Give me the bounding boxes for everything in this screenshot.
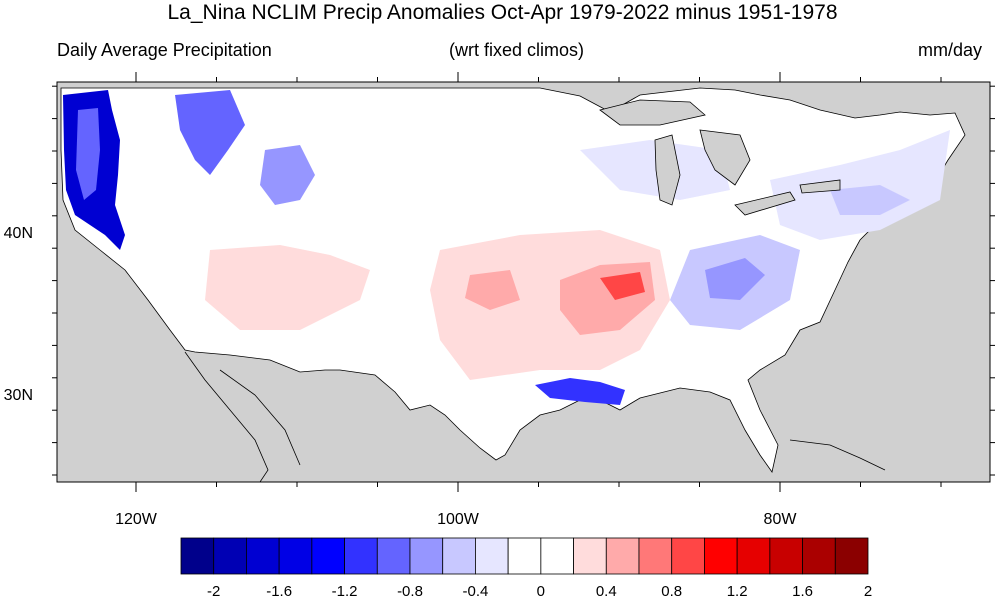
units-label: mm/day — [918, 40, 983, 60]
colorbar-box — [278, 537, 313, 575]
colorbar-box — [704, 537, 738, 575]
colorbar-box — [311, 537, 345, 575]
n-rockies-anomaly — [175, 90, 245, 175]
baja-outline — [184, 351, 301, 482]
lake-huron — [699, 129, 751, 186]
colorbar-box — [802, 537, 836, 575]
gulf-coast-anomaly — [535, 378, 625, 405]
colorbar-label: -1.6 — [266, 583, 292, 597]
colorbar-box — [180, 537, 215, 575]
lake-michigan — [654, 134, 681, 206]
colorbar-label: 2 — [864, 583, 872, 597]
colorbar-box — [344, 537, 378, 575]
lake-superior — [599, 99, 706, 126]
colorbar-box — [605, 537, 640, 575]
colorbar-label: -1.2 — [332, 583, 358, 597]
colorbar-box — [736, 537, 771, 575]
lon-tick-label: 80W — [764, 511, 798, 528]
colorbar-box — [671, 537, 705, 575]
colorbar-box — [213, 537, 247, 575]
lon-tick-label: 120W — [115, 511, 158, 528]
northeast-core — [830, 185, 910, 215]
colorbar-label: -0.8 — [397, 583, 423, 597]
colorbar-box — [769, 537, 803, 575]
colorbar-box — [376, 537, 411, 575]
colorbar-box — [834, 537, 869, 575]
colorbar-label: 0.4 — [596, 583, 617, 597]
map-ticks: 120W 100W 80W 40N 30N — [4, 72, 995, 528]
colorbar-box — [573, 537, 607, 575]
lake-ontario — [799, 179, 841, 194]
left-subtitle: Daily Average Precipitation — [57, 40, 272, 60]
colorbar-box — [409, 537, 444, 575]
wy-anomaly — [260, 145, 315, 205]
center-subtitle: (wrt fixed climos) — [449, 40, 585, 60]
colorbar-box — [442, 537, 476, 575]
map-frame — [56, 81, 991, 483]
northeast-anomaly — [770, 130, 950, 240]
tx-ok-anomaly — [465, 270, 520, 310]
colorbar-label: 0.8 — [661, 583, 682, 597]
colorbar-box — [246, 537, 280, 575]
colorbar-label: 1.6 — [792, 583, 813, 597]
colorbar-label: -2 — [207, 583, 220, 597]
colorbar-box — [540, 537, 574, 575]
lon-tick-label: 100W — [437, 511, 480, 528]
ozarks-core — [600, 272, 645, 300]
colorbar-box — [638, 537, 673, 575]
lake-erie — [734, 191, 796, 216]
ohio-valley-core — [705, 258, 765, 300]
lat-tick-label: 30N — [4, 387, 33, 404]
colorbar-label: 1.2 — [727, 583, 748, 597]
southwest-anomaly — [205, 245, 370, 330]
upper-midwest-anomaly — [580, 140, 730, 200]
colorbar-label: -0.4 — [462, 583, 488, 597]
colorbar-box — [507, 537, 542, 575]
lat-tick-label: 40N — [4, 225, 33, 242]
pacific-nw-inner — [76, 108, 100, 200]
figure-title: La_Nina NCLIM Precip Anomalies Oct-Apr 1… — [167, 1, 838, 24]
cuba-outline — [789, 439, 886, 471]
colorbar-label: 0 — [537, 583, 545, 597]
colorbar-box — [475, 537, 509, 575]
